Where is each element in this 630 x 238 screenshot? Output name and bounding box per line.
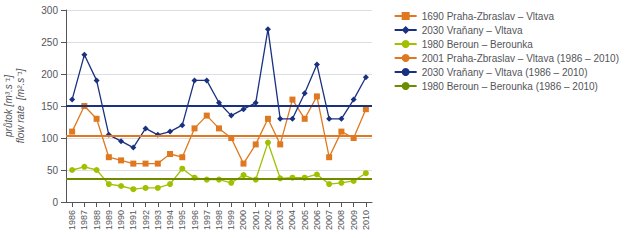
svg-text:2005: 2005 (300, 210, 310, 230)
svg-text:300: 300 (41, 5, 58, 16)
svg-text:2009: 2009 (349, 210, 359, 230)
svg-text:1996: 1996 (190, 210, 200, 230)
svg-text:100: 100 (41, 133, 58, 144)
svg-text:1995: 1995 (177, 210, 187, 230)
svg-text:2002: 2002 (263, 210, 273, 230)
svg-text:2030 Vraňany – Vltava (1986 –: 2030 Vraňany – Vltava (1986 – 2010) (422, 67, 588, 78)
svg-text:1994: 1994 (165, 210, 175, 230)
svg-text:1986: 1986 (67, 210, 77, 230)
svg-text:2001 Praha-Zbraslav – Vltava (: 2001 Praha-Zbraslav – Vltava (1986 – 201… (422, 53, 619, 64)
svg-text:1987: 1987 (79, 210, 89, 230)
svg-text:flow rate [m².s⁻¹]: flow rate [m².s⁻¹] (15, 68, 26, 143)
svg-text:2010: 2010 (361, 210, 371, 230)
svg-text:1999: 1999 (226, 210, 236, 230)
svg-text:2007: 2007 (324, 210, 334, 230)
svg-text:1690 Praha-Zbraslav – Vltava: 1690 Praha-Zbraslav – Vltava (422, 11, 555, 22)
svg-text:2001: 2001 (251, 210, 261, 230)
svg-text:250: 250 (41, 37, 58, 48)
svg-text:1991: 1991 (128, 210, 138, 230)
svg-text:2004: 2004 (287, 210, 297, 230)
svg-text:50: 50 (47, 165, 59, 176)
svg-text:průtok [m³.s⁻¹]: průtok [m³.s⁻¹] (3, 75, 14, 138)
svg-text:1998: 1998 (214, 210, 224, 230)
svg-text:2030 Vraňany – Vltava: 2030 Vraňany – Vltava (422, 25, 523, 36)
svg-text:2008: 2008 (336, 210, 346, 230)
svg-text:1980 Beroun – Berounka (1986 –: 1980 Beroun – Berounka (1986 – 2010) (422, 81, 598, 92)
svg-text:150: 150 (41, 101, 58, 112)
svg-text:1980 Beroun – Berounka: 1980 Beroun – Berounka (422, 39, 534, 50)
svg-text:1988: 1988 (92, 210, 102, 230)
svg-text:200: 200 (41, 69, 58, 80)
svg-text:0: 0 (52, 197, 58, 208)
svg-text:1989: 1989 (104, 210, 114, 230)
svg-text:2006: 2006 (312, 210, 322, 230)
svg-text:1992: 1992 (141, 210, 151, 230)
svg-text:2003: 2003 (275, 210, 285, 230)
svg-text:2000: 2000 (238, 210, 248, 230)
svg-text:1990: 1990 (116, 210, 126, 230)
svg-text:1997: 1997 (202, 210, 212, 230)
svg-text:1993: 1993 (153, 210, 163, 230)
